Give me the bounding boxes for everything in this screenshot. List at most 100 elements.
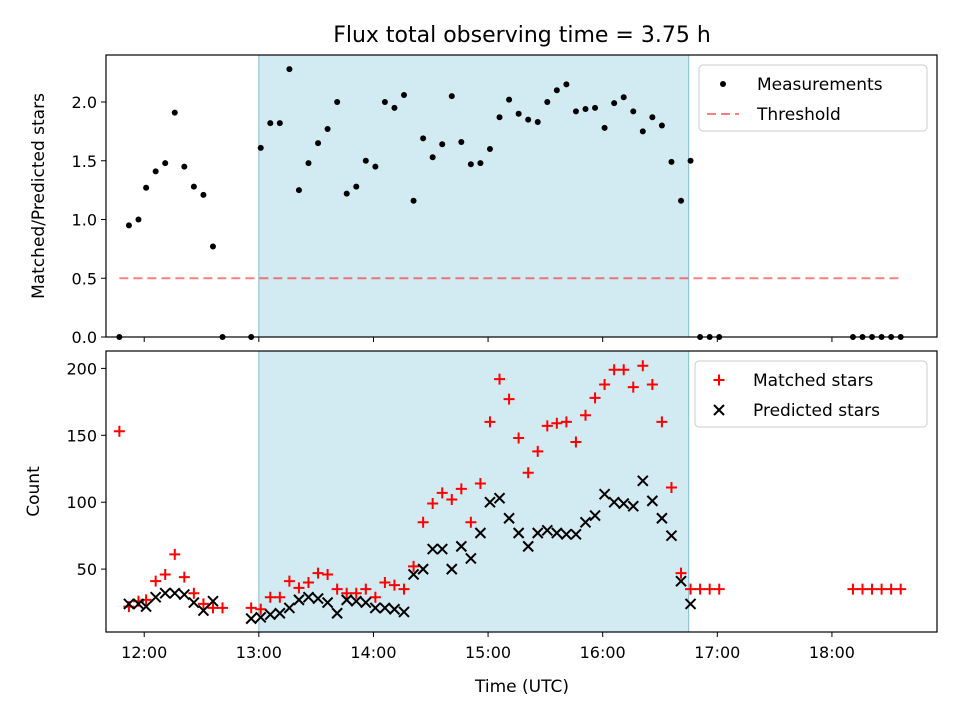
matched-star-marker	[197, 598, 209, 610]
predicted-star-marker	[598, 488, 611, 500]
predicted-star-marker	[455, 540, 468, 553]
y-tick-label: 2.0	[72, 93, 97, 112]
predicted-star-marker	[522, 540, 534, 553]
matched-star-marker	[513, 432, 525, 444]
legend-box	[698, 64, 928, 132]
matched-star-marker	[665, 481, 677, 493]
measurement-point	[171, 109, 178, 116]
matched-star-marker	[895, 583, 907, 595]
legend-label: Threshold	[756, 105, 841, 125]
bottom-axes: 50 100 150 200 12:00 13:00 14:00 15:00 16:00 17:0…	[24, 350, 938, 662]
measurement-point	[200, 191, 207, 198]
predicted-star-marker	[675, 575, 687, 587]
y-tick-label: 1.0	[72, 211, 97, 230]
matched-star-marker	[113, 425, 125, 437]
predicted-star-marker	[388, 603, 401, 615]
measurement-point	[152, 168, 159, 175]
measurement-point	[658, 122, 665, 129]
matched-star-marker	[465, 516, 477, 528]
measurement-point	[125, 222, 132, 229]
predicted-star-marker	[283, 602, 296, 614]
measurement-point	[391, 104, 398, 111]
legend: Matched stars Predicted stars	[694, 360, 928, 428]
legend-label: Matched stars	[753, 371, 873, 391]
measurement-point	[486, 146, 493, 152]
measurement-point	[553, 87, 560, 94]
predicted-star-marker	[264, 608, 276, 621]
matched-star-marker	[484, 416, 496, 428]
measurement-point	[687, 157, 694, 164]
x-tick-label: 12:00	[121, 643, 167, 662]
x-tick-label: 18:00	[809, 643, 855, 662]
matched-star-marker	[379, 576, 391, 588]
matched-star-marker	[302, 576, 314, 588]
matched-star-marker	[608, 364, 620, 376]
measurement-point	[620, 94, 627, 101]
matched-star-marker	[369, 591, 381, 603]
matched-star-marker	[388, 579, 400, 591]
matched-star-marker	[169, 548, 181, 560]
predicted-star-marker	[331, 607, 343, 619]
matched-star-marker	[274, 591, 286, 603]
matched-star-marker	[322, 568, 334, 580]
predicted-star-marker	[484, 496, 496, 508]
predicted-star-marker	[465, 552, 477, 565]
matched-star-marker	[474, 477, 486, 489]
matched-star-marker	[866, 583, 878, 595]
measurement-point	[353, 183, 360, 190]
measurement-point	[601, 124, 608, 131]
legend-label: Predicted stars	[753, 401, 880, 421]
matched-star-marker	[436, 487, 448, 499]
matched-star-marker	[856, 583, 868, 595]
measurement-point	[401, 91, 408, 98]
predicted-star-marker	[293, 594, 305, 606]
measurement-point	[525, 116, 532, 123]
predicted-star-marker	[123, 598, 135, 610]
measurement-point	[190, 183, 197, 190]
measurement-point	[496, 114, 503, 121]
predicted-star-marker	[360, 596, 372, 609]
predicted-star-marker	[570, 528, 582, 541]
predicted-star-marker	[188, 596, 200, 609]
top-axes: 0.0 0.5 1.0 1.5 2.0 Matched/Predicted stars Me…	[29, 54, 938, 347]
matched-star-marker	[551, 417, 563, 429]
predicted-star-marker	[684, 598, 697, 610]
legend-marker-matched	[713, 374, 725, 386]
measurement-point	[305, 160, 312, 167]
measurement-point	[506, 96, 513, 103]
predicted-star-marker	[407, 568, 420, 581]
matched-star-marker	[178, 571, 190, 583]
matched-star-marker	[245, 602, 257, 614]
axes-frame	[105, 350, 938, 633]
measurement-point	[630, 108, 637, 115]
matched-star-marker	[427, 498, 439, 510]
measurement-point	[143, 184, 150, 191]
y-tick-label: 0.0	[72, 328, 97, 347]
matched-star-marker	[704, 583, 716, 595]
predicted-star-marker	[350, 595, 362, 607]
matched-star-marker	[694, 583, 706, 595]
predicted-star-marker	[551, 527, 563, 539]
y-tick-label: 0.5	[72, 269, 97, 288]
measurement-point	[372, 163, 379, 170]
matched-star-marker	[685, 583, 697, 595]
measurement-point	[362, 157, 369, 164]
y-tick-label: 100	[66, 493, 97, 512]
legend-box	[694, 360, 928, 428]
matched-star-marker	[455, 483, 467, 495]
predicted-star-marker	[132, 598, 145, 610]
measurement-point	[276, 120, 283, 127]
y-tick-label: 1.5	[72, 152, 97, 171]
measurement-point	[477, 160, 484, 167]
measurement-point	[267, 120, 274, 127]
x-tick-label: 14:00	[350, 643, 396, 662]
measurement-point	[668, 158, 675, 165]
predicted-star-marker	[474, 527, 487, 539]
matched-star-marker	[675, 567, 687, 579]
measurement-point	[678, 197, 685, 204]
predicted-star-marker	[637, 475, 649, 487]
matched-star-marker	[417, 516, 429, 528]
matched-star-marker	[360, 583, 372, 595]
matched-star-marker	[398, 583, 410, 595]
legend: Measurements Threshold	[698, 64, 928, 132]
